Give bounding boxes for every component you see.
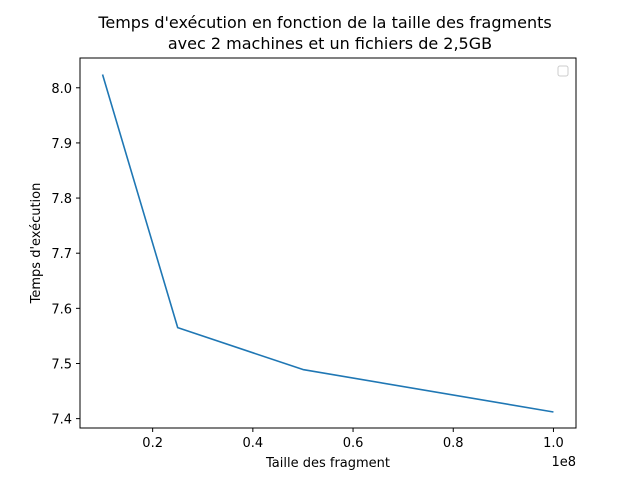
y-axis-label: Temps d'exécution	[29, 183, 44, 305]
series-layer	[101, 74, 554, 413]
y-tick-label: 7.6	[51, 302, 72, 317]
chart-title-line-2: avec 2 machines et un fichiers de 2,5GB	[168, 34, 492, 53]
x-tick-label: 0.2	[142, 436, 163, 451]
x-axis-ticks: 0.2 0.4 0.6 0.8 1.0	[142, 428, 564, 451]
series-line	[101, 74, 554, 413]
x-tick-label: 0.4	[243, 436, 264, 451]
y-tick-label: 7.9	[51, 137, 72, 152]
plot-area	[80, 58, 576, 428]
plot-frame	[79, 57, 577, 429]
empty-legend-box	[557, 65, 569, 77]
x-axis-offset-label: 1e8	[551, 455, 576, 470]
y-tick-label: 7.7	[51, 247, 72, 262]
y-tick-label: 7.5	[51, 357, 72, 372]
y-tick-label: 7.4	[51, 413, 72, 428]
x-axis-label: Taille des fragment	[265, 456, 390, 471]
chart-title-line-1: Temps d'exécution en fonction de la tail…	[97, 13, 551, 32]
y-axis-ticks: 7.4 7.5 7.6 7.7 7.8 7.9 8.0	[51, 82, 80, 428]
y-tick-label: 7.8	[51, 192, 72, 207]
x-tick-label: 0.8	[443, 436, 464, 451]
x-tick-label: 1.0	[543, 436, 564, 451]
x-tick-label: 0.6	[343, 436, 364, 451]
y-tick-label: 8.0	[51, 82, 72, 97]
